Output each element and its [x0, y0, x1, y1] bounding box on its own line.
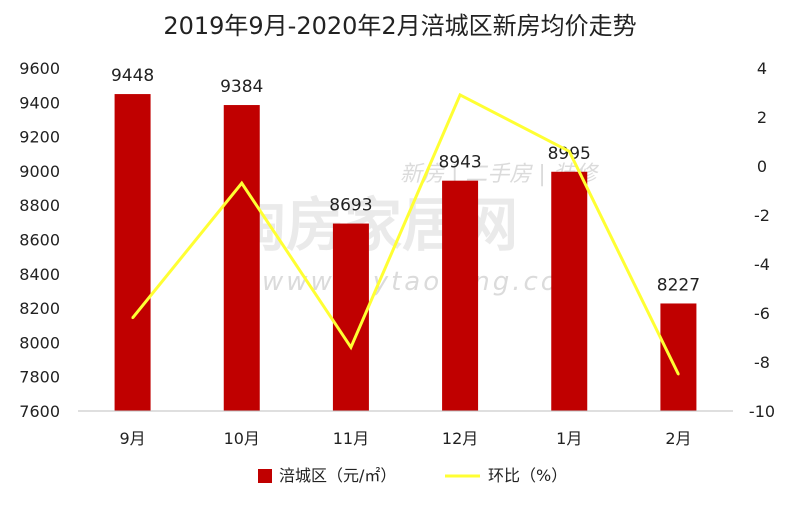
y-left-tick-0: 7600 — [19, 402, 60, 421]
line-layer — [131, 92, 680, 376]
y-left-tick-7: 9000 — [19, 162, 60, 181]
legend-label-line: 环比（%） — [488, 466, 567, 485]
x-tick-4: 1月 — [556, 429, 582, 448]
y-right-tick-0: -10 — [749, 402, 775, 421]
y-left-tick-8: 9200 — [19, 128, 60, 147]
y-right-tick-7: 4 — [757, 59, 767, 78]
y-right-tick-1: -8 — [754, 353, 770, 372]
x-tick-2: 11月 — [333, 429, 369, 448]
y-left-tick-3: 8200 — [19, 299, 60, 318]
y-left-tick-5: 8600 — [19, 231, 60, 250]
bar-label-0: 9448 — [111, 66, 154, 86]
y-right-tick-6: 2 — [757, 108, 767, 127]
watermark-url: www.mytaofang.com — [262, 267, 588, 297]
legend: 涪城区（元/㎡） 环比（%） — [258, 466, 567, 485]
line-point-3 — [458, 93, 462, 97]
bar-0 — [114, 94, 151, 412]
y-right-tick-5: 0 — [757, 157, 767, 176]
x-tick-0: 9月 — [119, 429, 145, 448]
y-left-tick-4: 8400 — [19, 265, 60, 284]
y-left-tick-2: 8000 — [19, 333, 60, 352]
line-point-4 — [568, 150, 571, 153]
bar-label-1: 9384 — [220, 77, 263, 97]
y-left-tick-6: 8800 — [19, 196, 60, 215]
y-left-tick-1: 7800 — [19, 368, 60, 387]
chart-title: 2019年9月-2020年2月涪城区新房均价走势 — [163, 12, 636, 40]
y-right-tick-3: -4 — [754, 255, 770, 274]
y-right-tick-4: -2 — [754, 206, 770, 225]
bar-1 — [223, 105, 260, 411]
x-tick-3: 12月 — [442, 429, 478, 448]
legend-label-bar: 涪城区（元/㎡） — [279, 466, 396, 485]
legend-swatch-bar — [258, 469, 272, 483]
bar-label-5: 8227 — [657, 275, 700, 295]
bar-5 — [660, 303, 697, 411]
line-series — [131, 92, 680, 375]
bar-3 — [442, 180, 479, 411]
bar-label-3: 8943 — [438, 153, 481, 173]
line-point-0 — [131, 316, 134, 320]
y-left-tick-10: 9600 — [19, 59, 60, 78]
watermark: 新房 | 二手房 | 装修 淘房家居网 www.mytaofang.com — [228, 162, 600, 297]
line-point-5 — [677, 373, 680, 376]
x-tick-1: 10月 — [224, 429, 260, 448]
axes-layer: 7600 7800 8000 8200 8400 8600 8800 9000 9200 9400… — [19, 59, 775, 448]
y-right-tick-2: -6 — [754, 304, 770, 323]
line-point-2 — [349, 346, 353, 349]
y-left-tick-9: 9400 — [19, 93, 60, 112]
line-point-1 — [240, 181, 243, 185]
bar-label-2: 8693 — [329, 196, 372, 216]
bar-4 — [551, 171, 588, 411]
x-tick-5: 2月 — [665, 429, 691, 448]
